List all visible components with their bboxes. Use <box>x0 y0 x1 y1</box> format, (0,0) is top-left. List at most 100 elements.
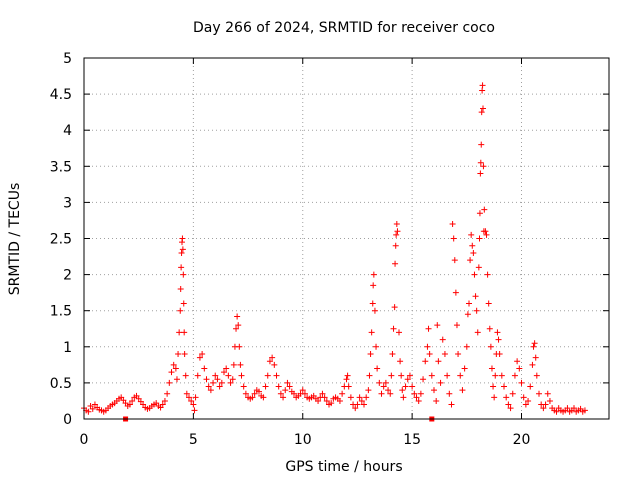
data-point <box>441 351 448 358</box>
data-point <box>282 387 289 394</box>
data-point <box>542 401 549 408</box>
data-point <box>394 228 401 235</box>
data-point <box>486 325 493 332</box>
data-point <box>532 354 539 361</box>
data-point <box>476 235 483 242</box>
data-point <box>564 405 571 412</box>
data-point <box>370 282 377 289</box>
data-point <box>203 376 210 383</box>
data-point <box>370 271 377 278</box>
data-point <box>201 365 208 372</box>
data-point <box>485 300 492 307</box>
y-tick-label: 2.5 <box>50 232 72 248</box>
data-point <box>191 407 198 414</box>
x-tick-label: 20 <box>513 432 531 448</box>
data-point <box>473 307 480 314</box>
y-tick-label: 3.5 <box>50 159 72 175</box>
data-point <box>369 300 376 307</box>
data-point <box>397 358 404 365</box>
data-point <box>409 383 416 390</box>
data-point <box>249 394 256 401</box>
data-point <box>89 405 96 412</box>
data-point <box>323 397 330 404</box>
data-point <box>179 235 186 242</box>
data-point <box>262 383 269 390</box>
data-point <box>354 401 361 408</box>
data-point <box>529 361 536 368</box>
data-point <box>388 372 395 379</box>
data-point <box>380 383 387 390</box>
data-point <box>347 394 354 401</box>
data-point <box>358 397 365 404</box>
data-point <box>490 383 497 390</box>
data-point <box>477 170 484 177</box>
data-point <box>299 387 306 394</box>
data-point <box>480 163 487 170</box>
data-point <box>467 257 474 264</box>
data-point <box>234 313 241 320</box>
data-point <box>173 376 180 383</box>
data-point <box>536 390 542 397</box>
y-tick-label: 5 <box>63 51 72 67</box>
data-point <box>435 358 442 365</box>
data-point <box>230 361 237 368</box>
data-point <box>417 390 424 397</box>
x-tick-label: 10 <box>294 432 312 448</box>
data-point <box>240 383 247 390</box>
data-point <box>225 372 232 379</box>
data-point <box>530 343 537 350</box>
data-point <box>361 401 367 408</box>
data-point <box>479 87 486 94</box>
data-point <box>392 242 399 249</box>
data-point <box>376 379 383 386</box>
data-point <box>385 387 392 394</box>
data-point <box>242 390 249 397</box>
data-point <box>399 387 406 394</box>
data-point <box>433 397 440 404</box>
data-point <box>392 260 399 267</box>
data-point <box>469 242 476 249</box>
data-point <box>365 387 372 394</box>
data-point <box>205 383 212 390</box>
data-point <box>260 394 267 401</box>
data-point <box>511 372 518 379</box>
data-point <box>452 289 459 296</box>
data-point <box>368 329 375 336</box>
x-tick-label: 5 <box>189 432 198 448</box>
data-point <box>237 361 244 368</box>
data-point <box>180 300 187 307</box>
data-point <box>374 365 381 372</box>
data-point <box>207 387 214 394</box>
data-point <box>212 372 219 379</box>
data-point <box>277 390 284 397</box>
data-point <box>273 372 280 379</box>
data-point <box>420 376 427 383</box>
data-point <box>229 376 236 383</box>
data-point <box>391 304 398 311</box>
data-point <box>175 351 182 358</box>
data-points <box>81 82 588 422</box>
data-point <box>256 388 262 395</box>
data-point <box>492 372 499 379</box>
data-point <box>451 257 458 264</box>
data-point <box>238 372 245 379</box>
data-point <box>182 372 189 379</box>
data-point <box>269 354 276 361</box>
data-point <box>328 400 335 407</box>
y-tick-label: 0 <box>63 412 72 428</box>
data-point <box>286 383 293 390</box>
data-point <box>367 351 374 358</box>
data-point <box>176 329 183 336</box>
data-point <box>192 394 199 401</box>
x-tick-label: 0 <box>80 432 89 448</box>
data-point <box>178 249 185 256</box>
data-point <box>291 390 297 397</box>
data-point <box>221 369 227 376</box>
data-point <box>553 408 560 415</box>
data-point <box>494 329 501 336</box>
data-point <box>495 336 502 343</box>
data-point <box>527 383 534 390</box>
data-point <box>400 394 407 401</box>
data-point <box>461 365 468 372</box>
